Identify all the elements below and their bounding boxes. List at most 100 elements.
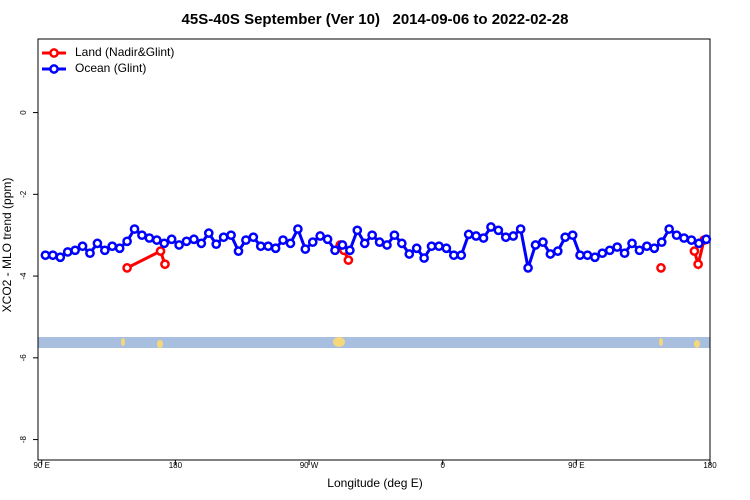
x-tick-label: 90 E xyxy=(33,461,49,470)
data-point xyxy=(590,252,600,263)
data-point xyxy=(671,230,682,241)
data-point xyxy=(203,228,214,239)
x-tick-label: 180 xyxy=(703,461,717,470)
land-mask-strip xyxy=(38,337,710,348)
data-point xyxy=(374,237,385,247)
legend-label: Ocean (Glint) xyxy=(75,61,146,75)
y-axis-label: XCO2 - MLO trend (ppm) xyxy=(0,178,14,313)
x-tick-label: 0 xyxy=(440,461,445,470)
data-point xyxy=(689,246,700,256)
data-point xyxy=(255,241,266,252)
data-point xyxy=(122,236,132,247)
data-point xyxy=(151,235,162,245)
data-point xyxy=(345,245,355,256)
data-point xyxy=(656,263,666,273)
y-tick-label: -8 xyxy=(19,435,28,443)
data-point xyxy=(189,234,199,245)
data-point xyxy=(382,240,392,250)
data-point xyxy=(55,252,66,263)
data-point xyxy=(48,250,58,261)
data-point xyxy=(293,224,303,234)
data-point xyxy=(530,240,541,250)
data-point xyxy=(701,234,712,245)
data-point xyxy=(359,238,370,249)
data-point xyxy=(500,232,511,243)
data-point xyxy=(300,244,311,254)
data-point xyxy=(523,263,533,273)
data-point xyxy=(456,250,467,261)
data-point xyxy=(545,249,556,259)
data-point xyxy=(575,250,585,261)
data-point xyxy=(166,234,177,245)
data-point xyxy=(686,235,697,245)
data-point xyxy=(419,253,429,263)
data-point xyxy=(174,240,184,250)
data-point xyxy=(278,235,288,245)
legend-marker xyxy=(49,48,59,58)
data-point xyxy=(285,238,296,249)
data-point xyxy=(62,247,73,257)
data-point xyxy=(99,245,110,256)
legend-label: Land (Nadir&Glint) xyxy=(75,45,174,59)
y-tick-label: -2 xyxy=(19,190,28,198)
data-point xyxy=(107,241,118,252)
data-point xyxy=(160,259,170,270)
data-point xyxy=(315,231,326,241)
data-point xyxy=(649,243,660,254)
data-point xyxy=(656,237,667,247)
data-point xyxy=(634,245,645,256)
data-point xyxy=(597,248,608,259)
data-point xyxy=(642,241,652,252)
chart-title: 45S-40S September (Ver 10) 2014-09-06 to… xyxy=(182,11,569,28)
data-point xyxy=(367,230,377,241)
y-tick-label: -6 xyxy=(19,354,28,362)
data-point xyxy=(137,230,147,241)
data-point xyxy=(181,236,192,247)
data-point xyxy=(448,250,459,261)
data-point xyxy=(508,231,519,241)
data-point xyxy=(233,246,244,256)
data-point xyxy=(226,230,236,241)
data-point xyxy=(389,230,400,241)
data-point xyxy=(352,225,363,236)
data-point xyxy=(85,248,95,259)
data-point xyxy=(567,230,578,241)
data-point xyxy=(493,225,504,236)
data-point xyxy=(322,234,333,245)
data-point xyxy=(92,238,103,249)
data-point xyxy=(560,232,571,243)
data-point xyxy=(486,222,496,232)
y-tick-label: 0 xyxy=(19,110,28,115)
data-point xyxy=(114,243,125,254)
data-point xyxy=(612,242,623,252)
data-point xyxy=(330,245,340,256)
data-point xyxy=(411,243,422,254)
data-point xyxy=(538,237,548,247)
data-point xyxy=(627,238,637,249)
data-point xyxy=(40,250,51,261)
data-point xyxy=(270,243,281,254)
data-point xyxy=(211,239,222,250)
data-point xyxy=(619,248,630,259)
data-point xyxy=(196,238,207,249)
y-tick-label: -4 xyxy=(19,272,28,280)
data-point xyxy=(70,245,80,256)
data-point xyxy=(515,224,526,234)
data-point xyxy=(343,255,354,265)
data-point xyxy=(218,232,229,243)
data-point xyxy=(604,245,615,256)
data-point xyxy=(307,237,318,247)
data-point xyxy=(129,224,140,234)
x-tick-label: 180 xyxy=(169,461,183,470)
data-point xyxy=(434,241,444,252)
data-point xyxy=(694,238,704,249)
data-point xyxy=(582,250,593,261)
data-point xyxy=(77,241,88,252)
data-point xyxy=(471,231,481,241)
data-point xyxy=(263,241,274,252)
data-point xyxy=(144,233,155,243)
data-point xyxy=(396,238,407,249)
plot-frame xyxy=(37,38,711,461)
data-point xyxy=(159,238,170,249)
